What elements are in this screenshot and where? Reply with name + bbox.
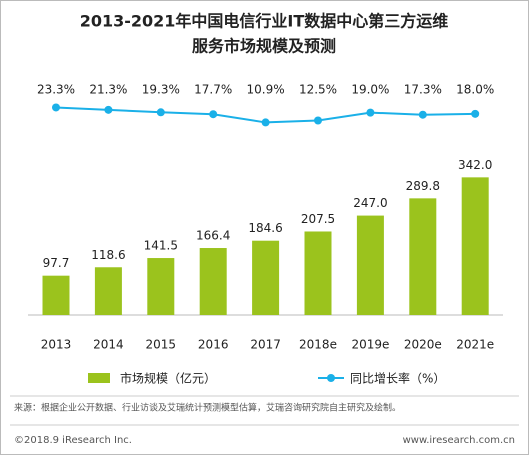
data-label: 342.0 [458, 158, 492, 172]
line-point [104, 105, 113, 114]
legend-label: 同比增长率（%） [350, 371, 445, 386]
line-point [209, 110, 218, 119]
data-label: 166.4 [196, 229, 230, 243]
line-point [471, 109, 480, 118]
bar [147, 258, 175, 315]
x-tick-label: 2017 [250, 338, 281, 352]
data-label: 289.8 [406, 179, 440, 193]
data-label: 207.5 [301, 212, 335, 226]
data-label: 18.0% [456, 83, 494, 97]
x-tick-label: 2014 [93, 338, 124, 352]
source-note: 来源：根据企业公开数据、行业访谈及艾瑞统计预测模型估算，艾瑞咨询研究院自主研究及… [14, 402, 401, 414]
data-label: 118.6 [91, 248, 125, 262]
x-tick-label: 2016 [198, 338, 229, 352]
data-label: 12.5% [299, 83, 337, 97]
line-point [156, 108, 165, 117]
data-label: 23.3% [37, 83, 75, 97]
legend-label: 市场规模（亿元） [120, 371, 216, 386]
bar [252, 240, 280, 315]
data-label: 19.0% [351, 83, 389, 97]
line-point [314, 116, 322, 125]
bar [42, 275, 70, 315]
footer-left: ©2018.9 iResearch Inc. [14, 435, 132, 446]
chart-subtitle: 服务市场规模及预测 [192, 37, 336, 56]
x-tick-label: 2018e [299, 338, 337, 352]
data-label: 19.3% [142, 83, 180, 97]
legend-swatch [88, 373, 110, 383]
x-tick-label: 2013 [41, 338, 72, 352]
x-tick-label: 2015 [146, 338, 177, 352]
data-label: 247.0 [353, 196, 387, 210]
data-label: 10.9% [247, 83, 285, 97]
x-tick-label: 2021e [456, 338, 494, 352]
bar [461, 177, 489, 315]
x-tick-label: 2020e [404, 338, 442, 352]
data-label: 141.5 [144, 239, 178, 253]
footer-right: www.iresearch.com.cn [403, 435, 515, 446]
line-point [261, 118, 270, 127]
line-point [418, 110, 427, 119]
line-point [52, 103, 60, 112]
bar [409, 198, 437, 315]
x-tick-label: 2019e [351, 338, 389, 352]
bar [94, 267, 122, 315]
bar [304, 231, 332, 315]
data-label: 17.3% [404, 83, 442, 97]
data-label: 184.6 [248, 221, 282, 235]
legend-swatch [327, 374, 335, 382]
data-label: 97.7 [43, 256, 70, 270]
line-point [366, 108, 375, 117]
bar [199, 248, 227, 315]
data-label: 17.7% [194, 83, 232, 97]
chart-title: 2013-2021年中国电信行业IT数据中心第三方运维 [80, 12, 449, 31]
data-label: 21.3% [89, 83, 127, 97]
bar [356, 215, 384, 315]
